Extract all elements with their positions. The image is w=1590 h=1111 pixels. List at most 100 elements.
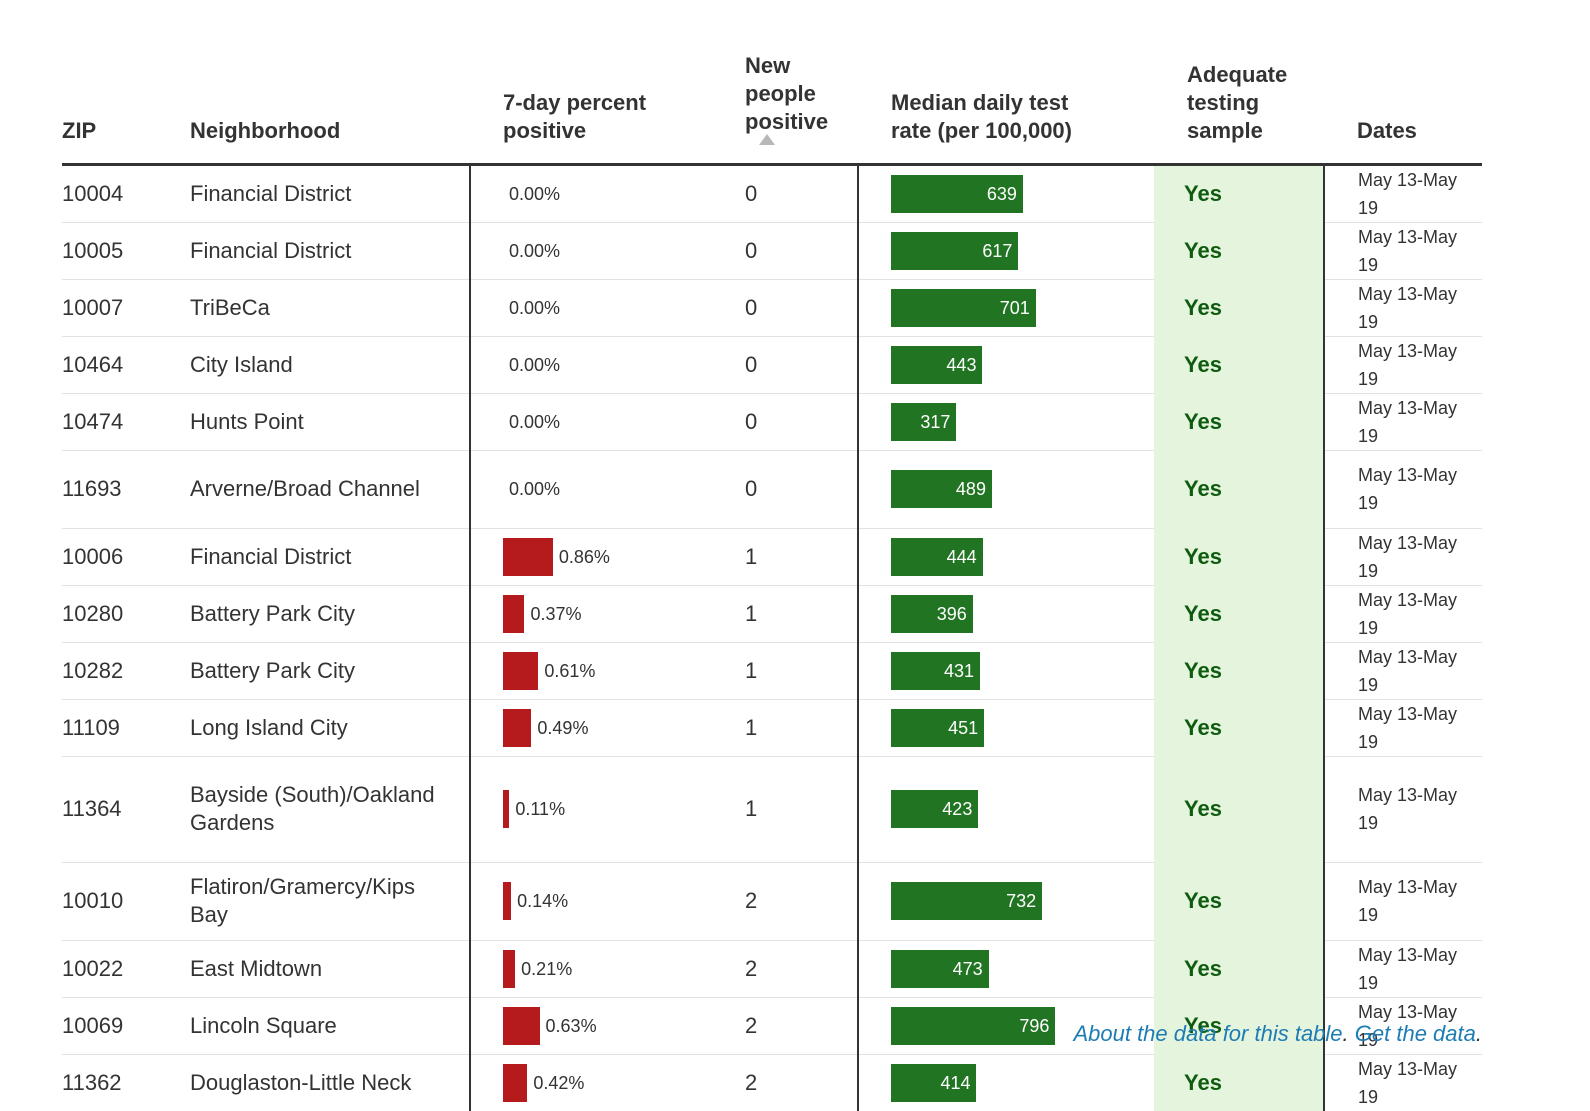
percent-positive-label: 0.00% [509,297,561,318]
adequate-sample-value: Yes [1184,294,1222,320]
percent-positive-cell: 0.00% [469,222,738,280]
percent-positive-cell: 0.14% [469,862,738,941]
percent-positive-label: 0.49% [537,717,589,738]
sort-ascending-icon[interactable] [759,133,775,145]
test-rate-cell: 443 [857,336,1154,394]
percent-positive-cell: 0.37% [469,585,738,643]
zip-cell: 10464 [62,336,190,394]
dates-cell: May 13-May 19 [1323,222,1482,280]
test-rate-bar: 473 [891,949,989,988]
adequate-sample-value: Yes [1184,408,1222,434]
zip-cell: 10282 [62,642,190,700]
column-header-percent-positive[interactable]: 7-day percent positive [470,0,738,166]
column-header-new-positive[interactable]: New people positive [738,0,858,166]
zip-cell: 10022 [62,940,190,998]
percent-positive-cell: 0.86% [469,528,738,586]
percent-positive-mark: 0.37% [503,594,738,633]
adequate-sample-value: Yes [1184,714,1222,740]
new-positive-cell: 2 [738,940,858,998]
column-header-dates[interactable]: Dates [1324,0,1482,166]
percent-positive-mark: 0.00% [503,403,738,441]
about-data-link[interactable]: About the data for this table [1073,1021,1343,1046]
neighborhood-cell: Lincoln Square [190,997,470,1055]
new-positive-cell: 0 [738,222,858,280]
test-rate-bar: 489 [891,470,992,508]
percent-positive-label: 0.00% [509,240,561,261]
adequate-sample-value: Yes [1184,796,1222,821]
percent-positive-label: 0.00% [509,411,561,432]
zip-cell: 10069 [62,997,190,1055]
percent-positive-bar [503,708,532,747]
neighborhood-cell: Financial District [190,164,470,223]
zip-cell: 10004 [62,164,190,223]
dates-cell: May 13-May 19 [1323,279,1482,337]
test-rate-bar: 444 [891,537,983,576]
new-positive-cell: 0 [738,336,858,394]
column-header-label: Neighborhood [190,117,341,143]
dates-cell: May 13-May 19 [1323,528,1482,586]
adequate-sample-cell: Yes [1154,585,1324,643]
zip-cell: 11362 [62,1069,122,1095]
column-header-test-rate[interactable]: Median daily test rate (per 100,000) [858,0,1154,166]
neighborhood-cell: Douglaston-Little Neck [190,1069,412,1095]
adequate-sample-value: Yes [1184,1012,1222,1038]
adequate-sample-cell: Yes [1154,393,1324,451]
percent-positive-cell: 0.49% [469,699,738,757]
table-row: 10022 East Midtown 0.21% 2 473 Yes May 13-May … [62,940,1482,998]
adequate-sample-cell: Yes [1154,336,1324,394]
test-rate-cell: 473 [857,940,1154,998]
adequate-sample-value: Yes [1184,543,1222,569]
footer-separator: . [1342,1021,1355,1046]
percent-positive-bar [503,537,553,576]
table-row: 10006 Financial District 0.86% 1 444 Yes May 1… [62,528,1482,586]
percent-positive-label: 0.86% [558,546,610,567]
zip-cell: 10006 [62,528,190,586]
table-row: 10069 Lincoln Square 0.63% 2 796 Yes May 13-Ma… [62,997,1482,1055]
new-positive-cell: 1 [738,585,858,643]
column-header-zip[interactable]: ZIP [62,0,190,166]
table-row: 10282 Battery Park City 0.61% 1 431 Yes May 13… [62,642,1482,700]
column-header-label: ZIP [62,117,97,143]
get-data-link[interactable]: Get the data [1354,1021,1476,1046]
adequate-sample-value: Yes [1184,180,1222,206]
percent-positive-label: 0.00% [509,479,561,499]
neighborhood-cell: East Midtown [190,940,470,998]
dates-cell: May 13-May 19 [1323,336,1482,394]
new-positive-cell: 2 [738,997,858,1055]
dates-cell: May 13-May 19 [1323,450,1482,529]
test-rate-bar: 732 [891,882,1043,920]
percent-positive-cell: 0.42% [469,1054,738,1111]
neighborhood-cell: Bayside (South)/Oakland Gardens [190,756,470,863]
test-rate-cell: 431 [857,642,1154,700]
column-header-neighborhood[interactable]: Neighborhood [190,0,470,166]
table-row: 10280 Battery Park City 0.37% 1 396 Yes May 13… [62,585,1482,643]
new-positive-cell: 0 [738,393,858,451]
percent-positive-label: 0.63% [545,1015,597,1036]
percent-positive-bar [503,1063,528,1102]
table-row: 11362 Douglaston-Little Neck 0.42% 2 414 Yes M… [62,1054,1482,1111]
adequate-sample-cell: Yes [1154,756,1324,863]
percent-positive-cell: 0.61% [469,642,738,700]
percent-positive-label: 0.37% [530,603,582,624]
column-header-adequate-sample[interactable]: Adequate testing sample [1154,0,1324,166]
percent-positive-bar [503,1006,540,1045]
dates-cell: May 13-May 19 [1323,756,1482,863]
percent-positive-mark: 0.00% [503,175,738,213]
new-positive-cell: 1 [738,528,858,586]
neighborhood-cell: City Island [190,336,470,394]
new-positive-cell: 0 [738,450,858,529]
zip-cell: 10280 [62,585,190,643]
neighborhood-cell: Battery Park City [190,585,470,643]
test-rate-cell: 451 [857,699,1154,757]
adequate-sample-cell: Yes [1154,862,1324,941]
neighborhood-cell: Financial District [190,222,470,280]
percent-positive-cell: 0.00% [469,393,738,451]
test-rate-bar: 396 [891,594,973,633]
test-rate-cell: 617 [857,222,1154,280]
header-row: ZIP Neighborhood 7-day percent positive … [62,0,1482,166]
percent-positive-mark: 0.14% [503,882,738,920]
percent-positive-mark: 0.00% [503,346,738,384]
percent-positive-bar [503,882,512,920]
dates-cell: May 13-May 19 [1323,699,1482,757]
adequate-sample-cell: Yes [1154,642,1324,700]
